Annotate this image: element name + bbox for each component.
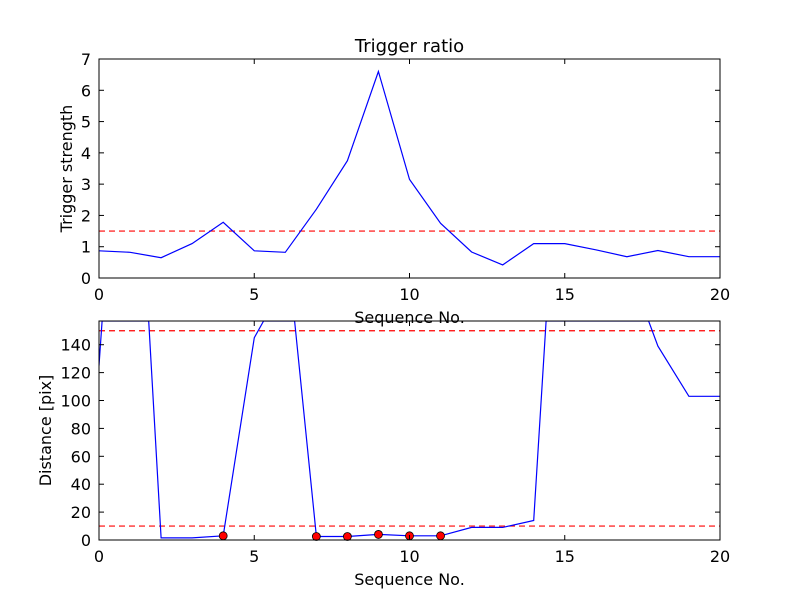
- y-tick-label: 60: [71, 447, 91, 466]
- data-point: [218, 531, 228, 541]
- trigger-ratio-panel: Trigger ratio 0 5 10 15 20 0 1 2 3 4 5 6 7 Sequence …: [57, 36, 730, 327]
- series-line: [99, 69, 720, 266]
- trigger-ticks: 0 5 10 15 20 0 1 2 3 4 5 6 7: [81, 50, 730, 304]
- series-line: [99, 321, 720, 539]
- trigger-plot-area: [99, 69, 720, 266]
- y-tick-label: 7: [81, 50, 91, 69]
- y-tick-label: 0: [81, 269, 91, 288]
- y-tick-label: 80: [71, 419, 91, 438]
- trigger-x-axis-label: Sequence No.: [354, 308, 465, 327]
- x-tick-label: 20: [710, 547, 730, 566]
- distance-y-axis-label: Distance [pix]: [36, 375, 55, 487]
- y-tick-label: 4: [81, 144, 91, 163]
- distance-axes-frame: [98, 320, 721, 541]
- x-tick-label: 10: [399, 547, 419, 566]
- x-tick-label: 10: [399, 285, 419, 304]
- y-tick-label: 1: [81, 238, 91, 257]
- distance-ticks: 0 5 10 15 20 0 20 40 60 80 100 120 140: [60, 321, 730, 566]
- y-tick-label: 6: [81, 81, 91, 100]
- x-tick-label: 0: [94, 285, 104, 304]
- x-tick-label: 20: [710, 285, 730, 304]
- plot-content: [99, 321, 720, 539]
- data-point: [436, 531, 445, 541]
- x-tick-label: 0: [94, 547, 104, 566]
- data-point: [342, 532, 352, 541]
- distance-plot-area: [99, 321, 720, 541]
- y-tick-label: 100: [60, 392, 91, 411]
- y-tick-label: 120: [60, 364, 91, 383]
- y-tick-label: 2: [81, 206, 91, 225]
- y-tick-label: 3: [81, 175, 91, 194]
- y-tick-label: 20: [71, 503, 91, 522]
- trigger-y-axis-label: Trigger strength: [57, 105, 76, 234]
- y-tick-label: 5: [81, 113, 91, 132]
- y-tick-label: 0: [81, 531, 91, 550]
- x-tick-label: 15: [555, 285, 575, 304]
- data-point: [311, 532, 321, 541]
- x-tick-label: 5: [249, 547, 259, 566]
- x-tick-label: 15: [555, 547, 575, 566]
- trigger-axes-frame: [98, 58, 721, 279]
- x-tick-label: 5: [249, 285, 259, 304]
- y-tick-label: 140: [60, 336, 91, 355]
- distance-x-axis-label: Sequence No.: [354, 570, 465, 589]
- plot-content: [99, 69, 720, 266]
- data-point: [374, 530, 383, 539]
- y-tick-label: 40: [71, 475, 91, 494]
- chart-title: Trigger ratio: [354, 36, 464, 57]
